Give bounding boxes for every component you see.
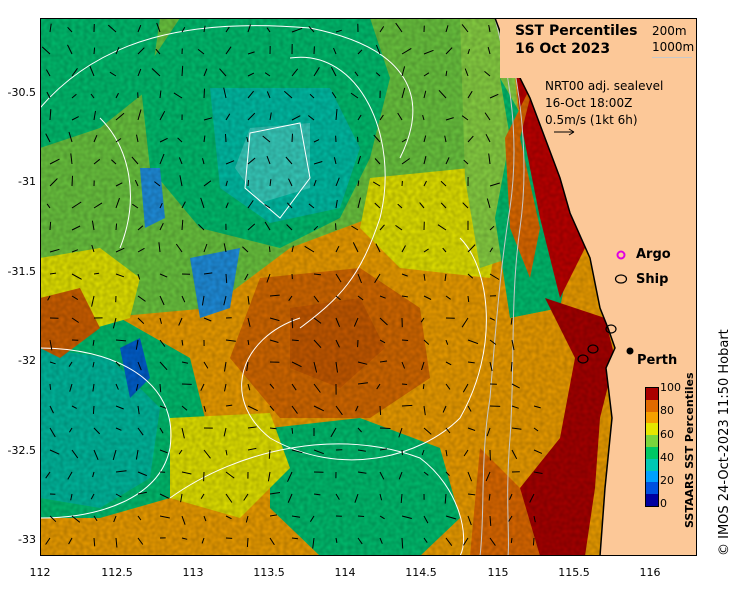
current-vectors xyxy=(41,22,543,549)
sst-map xyxy=(40,18,697,556)
x-tick-label: 114.5 xyxy=(405,566,437,579)
y-tick-label: -31.5 xyxy=(7,265,36,278)
colorbar xyxy=(645,387,659,507)
argo-label: Argo xyxy=(636,247,671,262)
colorbar-segment xyxy=(646,458,658,471)
x-tick-label: 112.5 xyxy=(101,566,133,579)
x-tick-label: 114 xyxy=(334,566,356,579)
ship-positions xyxy=(577,324,617,364)
x-tick-label: 113.5 xyxy=(253,566,285,579)
ship-label: Ship xyxy=(636,272,669,287)
y-tick-label: -32 xyxy=(18,354,36,367)
current-info-line1: NRT00 adj. sealevel xyxy=(545,79,664,93)
isobath-lines xyxy=(479,18,525,556)
colorbar-segment xyxy=(646,388,658,400)
colorbar-tick-label: 60 xyxy=(660,428,674,441)
current-info-line2: 16-Oct 18:00Z xyxy=(545,96,633,110)
colorbar-segment xyxy=(646,435,658,448)
isobath-legend-line xyxy=(652,57,692,58)
colorbar-tick-label: 40 xyxy=(660,451,674,464)
y-tick-label: -31 xyxy=(18,175,36,188)
y-tick-label: -30.5 xyxy=(7,86,36,99)
current-info-line3: 0.5m/s (1kt 6h) xyxy=(545,113,638,127)
x-tick-label: 113 xyxy=(182,566,204,579)
colorbar-tick-label: 20 xyxy=(660,474,674,487)
colorbar-title: SSTAARS SST Percentiles xyxy=(683,372,696,529)
x-tick-label: 116 xyxy=(639,566,661,579)
date-label: 16 Oct 2023 xyxy=(515,41,611,57)
colorbar-segment xyxy=(646,411,658,424)
title: SST Percentiles xyxy=(515,23,638,39)
x-tick-label: 115.5 xyxy=(558,566,590,579)
title-box xyxy=(500,18,697,78)
x-tick-label: 115 xyxy=(487,566,509,579)
colorbar-segment xyxy=(646,470,658,483)
ship-marker-icon xyxy=(614,274,628,284)
colorbar-segment xyxy=(646,482,658,495)
perth-dot xyxy=(626,347,634,355)
colorbar-tick-label: 80 xyxy=(660,404,674,417)
colorbar-tick-label: 100 xyxy=(660,381,681,394)
perth-label: Perth xyxy=(637,353,678,368)
x-tick-label: 112 xyxy=(29,566,51,579)
isobath-1000m-label: 1000m xyxy=(652,40,695,54)
isobath-200m-label: 200m xyxy=(652,24,687,38)
colorbar-tick-label: 0 xyxy=(660,497,667,510)
colorbar-segment xyxy=(646,399,658,412)
credit-text: © IMOS 24-Oct-2023 11:50 Hobart xyxy=(717,329,732,556)
y-tick-label: -32.5 xyxy=(7,444,36,457)
colorbar-segment xyxy=(646,447,658,459)
argo-marker-icon xyxy=(616,250,626,260)
sealevel-contours xyxy=(40,25,487,556)
y-tick-label: -33 xyxy=(18,533,36,546)
colorbar-segment xyxy=(646,494,658,506)
current-scale-arrow xyxy=(554,128,575,136)
colorbar-segment xyxy=(646,423,658,436)
